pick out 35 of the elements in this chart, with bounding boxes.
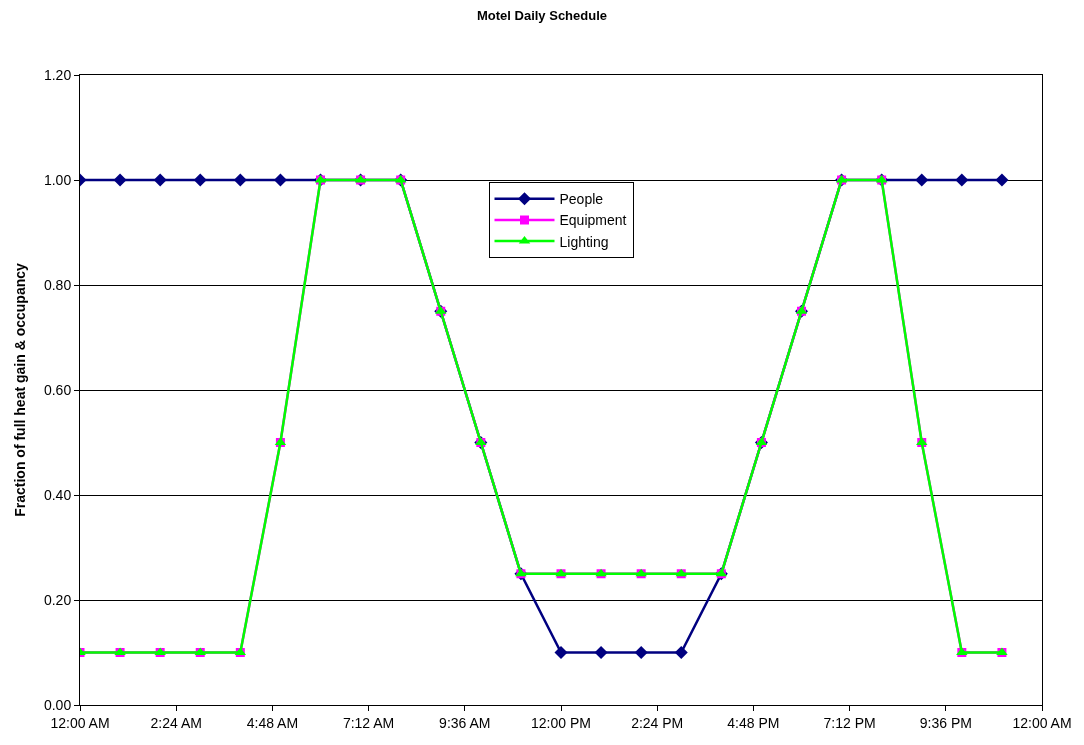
point — [113, 173, 127, 187]
x-tick-label: 12:00 PM — [531, 714, 591, 731]
y-tick-label: 0.80 — [43, 276, 72, 293]
point — [193, 173, 207, 187]
y-tick-label: 0.40 — [43, 486, 72, 503]
point — [554, 646, 568, 659]
point — [594, 646, 608, 659]
legend-label: Lighting — [559, 233, 609, 250]
point — [674, 646, 688, 659]
x-tick-label: 12:00 AM — [50, 714, 110, 731]
x-tick-label: 2:24 PM — [631, 714, 684, 731]
y-tick-label: 0.60 — [43, 381, 72, 398]
y-axis-title: Fraction of full heat gain & occupancy — [11, 263, 28, 517]
x-tick-label: 2:24 AM — [150, 714, 202, 731]
y-tick-label: 0.20 — [43, 591, 72, 608]
point — [915, 173, 929, 187]
x-tick-label: 9:36 PM — [919, 714, 972, 731]
point — [634, 646, 648, 659]
chart-title: Motel Daily Schedule — [476, 8, 608, 24]
x-tick-label: 7:12 PM — [823, 714, 876, 731]
x-tick-label: 7:12 AM — [342, 714, 395, 731]
legend-label: People — [559, 191, 604, 208]
point — [233, 173, 247, 187]
legend-label: Equipment — [559, 212, 627, 229]
x-tick-label: 4:48 PM — [727, 714, 780, 731]
x-tick-label: 12:00 AM — [1012, 714, 1072, 731]
y-tick-label: 1.20 — [43, 66, 72, 83]
point — [153, 173, 167, 187]
y-tick-label: 1.00 — [43, 171, 72, 188]
x-tick-label: 9:36 AM — [439, 714, 491, 731]
y-tick-label: 0.00 — [43, 696, 72, 713]
x-tick-label: 4:48 AM — [246, 714, 299, 731]
point — [955, 173, 969, 187]
point — [995, 173, 1009, 187]
point — [273, 173, 287, 187]
